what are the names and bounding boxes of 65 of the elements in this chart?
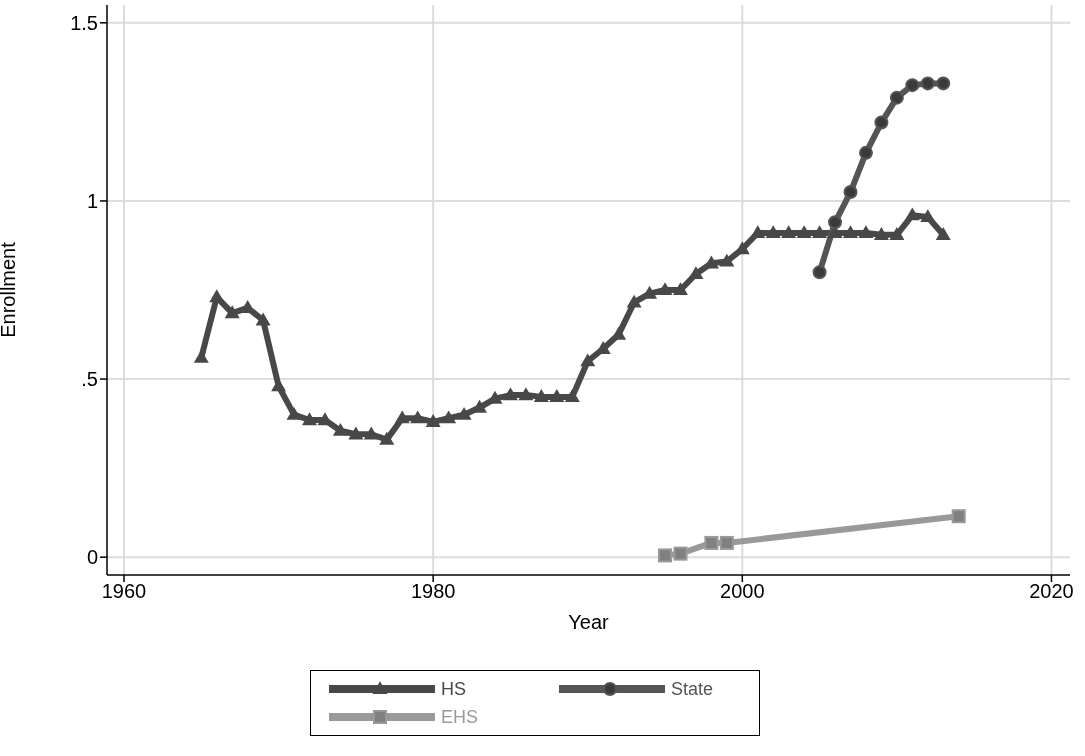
x-tick-label: 2000 <box>720 580 765 603</box>
point <box>456 406 472 420</box>
point <box>920 76 935 91</box>
point <box>658 548 673 563</box>
text: HS <box>441 678 467 700</box>
point <box>332 422 348 436</box>
point <box>286 406 302 420</box>
point <box>796 225 812 239</box>
point <box>688 266 704 280</box>
point <box>348 426 364 440</box>
y-tick-label: 0 <box>86 546 98 569</box>
y-axis-title: Enrollment <box>0 241 20 338</box>
x-tick-label: 2020 <box>1029 580 1074 603</box>
point <box>905 78 920 93</box>
point <box>379 431 395 445</box>
point <box>518 387 534 401</box>
point <box>843 185 858 200</box>
text: State <box>671 678 714 700</box>
point <box>750 225 766 239</box>
point <box>935 226 951 240</box>
y-tick-label: 1 <box>86 190 98 213</box>
point <box>936 76 951 91</box>
point <box>951 509 966 524</box>
point <box>812 265 827 280</box>
point <box>719 253 735 267</box>
point <box>889 226 905 240</box>
point <box>889 90 904 105</box>
point <box>441 410 457 424</box>
point <box>425 414 441 427</box>
text: EHS <box>441 706 479 728</box>
x-tick-label: 1980 <box>410 580 456 603</box>
point <box>580 353 596 367</box>
point <box>549 389 565 402</box>
point <box>920 209 936 223</box>
point <box>828 215 843 230</box>
point <box>843 225 858 239</box>
point <box>858 145 873 160</box>
point <box>672 282 688 296</box>
point <box>502 387 518 401</box>
point <box>611 326 627 340</box>
point <box>564 389 580 402</box>
point <box>410 410 426 424</box>
x-tick-label: 1960 <box>101 580 147 603</box>
point <box>873 226 889 240</box>
y-tick-label: .5 <box>81 368 98 391</box>
y-tick-label: 1.5 <box>70 11 98 34</box>
point <box>904 207 920 221</box>
x-axis-title: Year <box>568 611 610 634</box>
point <box>858 225 874 239</box>
point <box>255 312 271 326</box>
point <box>874 115 889 130</box>
point <box>394 410 410 424</box>
point <box>224 305 240 319</box>
point <box>704 535 719 550</box>
point <box>363 426 379 440</box>
point <box>626 294 642 308</box>
point <box>657 282 673 296</box>
point <box>533 389 549 402</box>
point <box>765 225 781 239</box>
point <box>209 289 225 303</box>
point <box>812 225 828 239</box>
point <box>673 546 688 561</box>
point <box>301 412 317 426</box>
point <box>719 535 734 550</box>
point <box>781 225 797 239</box>
